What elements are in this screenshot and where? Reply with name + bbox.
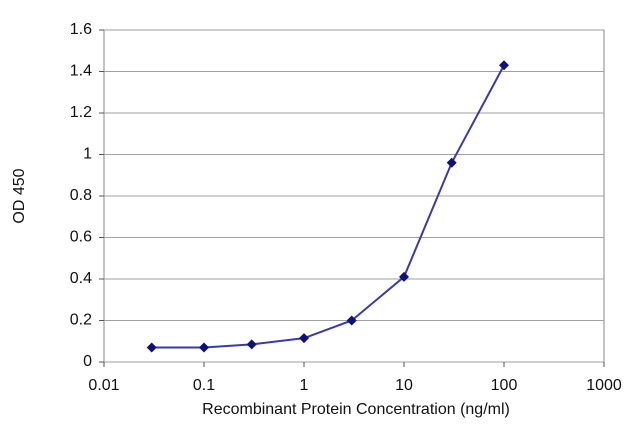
y-tick-label: 0.6: [70, 229, 92, 246]
x-tick-label: 100: [491, 377, 518, 394]
y-tick-label: 1.2: [70, 104, 92, 121]
data-point: [299, 333, 309, 344]
data-point: [246, 339, 257, 350]
data-point: [199, 342, 209, 353]
y-axis-title: OD 450: [11, 168, 28, 223]
x-axis-title: Recombinant Protein Concentration (ng/ml…: [202, 401, 510, 418]
x-tick-label: 1: [300, 377, 309, 394]
data-line: [151, 64, 505, 349]
y-tick-label: 0: [83, 353, 92, 370]
x-tick-label: 0.01: [88, 377, 119, 394]
x-tick-label: 1000: [586, 377, 622, 394]
x-tick-label: 10: [395, 377, 413, 394]
y-tick-label: 0.8: [70, 187, 92, 204]
y-tick-label: 0.4: [70, 270, 92, 287]
data-point: [346, 315, 357, 326]
data-point: [446, 157, 457, 168]
data-point: [499, 60, 509, 71]
y-tick-label: 1.4: [70, 63, 92, 80]
data-point: [146, 342, 157, 353]
y-tick-label: 1: [83, 146, 92, 163]
data-point: [399, 271, 409, 282]
x-tick-label: 0.1: [193, 377, 215, 394]
y-tick-label: 1.6: [70, 21, 92, 38]
y-tick-label: 0.2: [70, 312, 92, 329]
